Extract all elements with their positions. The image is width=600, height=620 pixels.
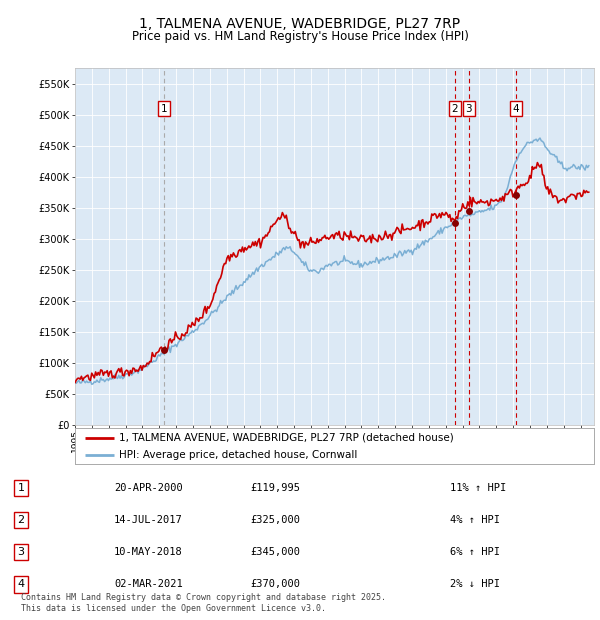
Text: 6% ↑ HPI: 6% ↑ HPI: [450, 547, 500, 557]
Text: 2% ↓ HPI: 2% ↓ HPI: [450, 580, 500, 590]
Text: £345,000: £345,000: [250, 547, 300, 557]
Text: 4: 4: [512, 104, 519, 113]
Text: 14-JUL-2017: 14-JUL-2017: [114, 515, 183, 525]
Text: £370,000: £370,000: [250, 580, 300, 590]
Text: £119,995: £119,995: [250, 483, 300, 493]
Text: HPI: Average price, detached house, Cornwall: HPI: Average price, detached house, Corn…: [119, 450, 358, 460]
Text: £325,000: £325,000: [250, 515, 300, 525]
Text: 3: 3: [17, 547, 25, 557]
Text: 2: 2: [451, 104, 458, 113]
Text: 3: 3: [466, 104, 472, 113]
Text: 1, TALMENA AVENUE, WADEBRIDGE, PL27 7RP (detached house): 1, TALMENA AVENUE, WADEBRIDGE, PL27 7RP …: [119, 433, 454, 443]
Text: 2: 2: [17, 515, 25, 525]
Text: 4: 4: [17, 580, 25, 590]
Text: 10-MAY-2018: 10-MAY-2018: [114, 547, 183, 557]
Text: 1: 1: [17, 483, 25, 493]
Text: 4% ↑ HPI: 4% ↑ HPI: [450, 515, 500, 525]
Text: 11% ↑ HPI: 11% ↑ HPI: [450, 483, 506, 493]
Text: Price paid vs. HM Land Registry's House Price Index (HPI): Price paid vs. HM Land Registry's House …: [131, 30, 469, 43]
Text: 02-MAR-2021: 02-MAR-2021: [114, 580, 183, 590]
Text: 1: 1: [161, 104, 167, 113]
Text: 1, TALMENA AVENUE, WADEBRIDGE, PL27 7RP: 1, TALMENA AVENUE, WADEBRIDGE, PL27 7RP: [139, 17, 461, 32]
Text: 20-APR-2000: 20-APR-2000: [114, 483, 183, 493]
Text: Contains HM Land Registry data © Crown copyright and database right 2025.
This d: Contains HM Land Registry data © Crown c…: [21, 593, 386, 613]
